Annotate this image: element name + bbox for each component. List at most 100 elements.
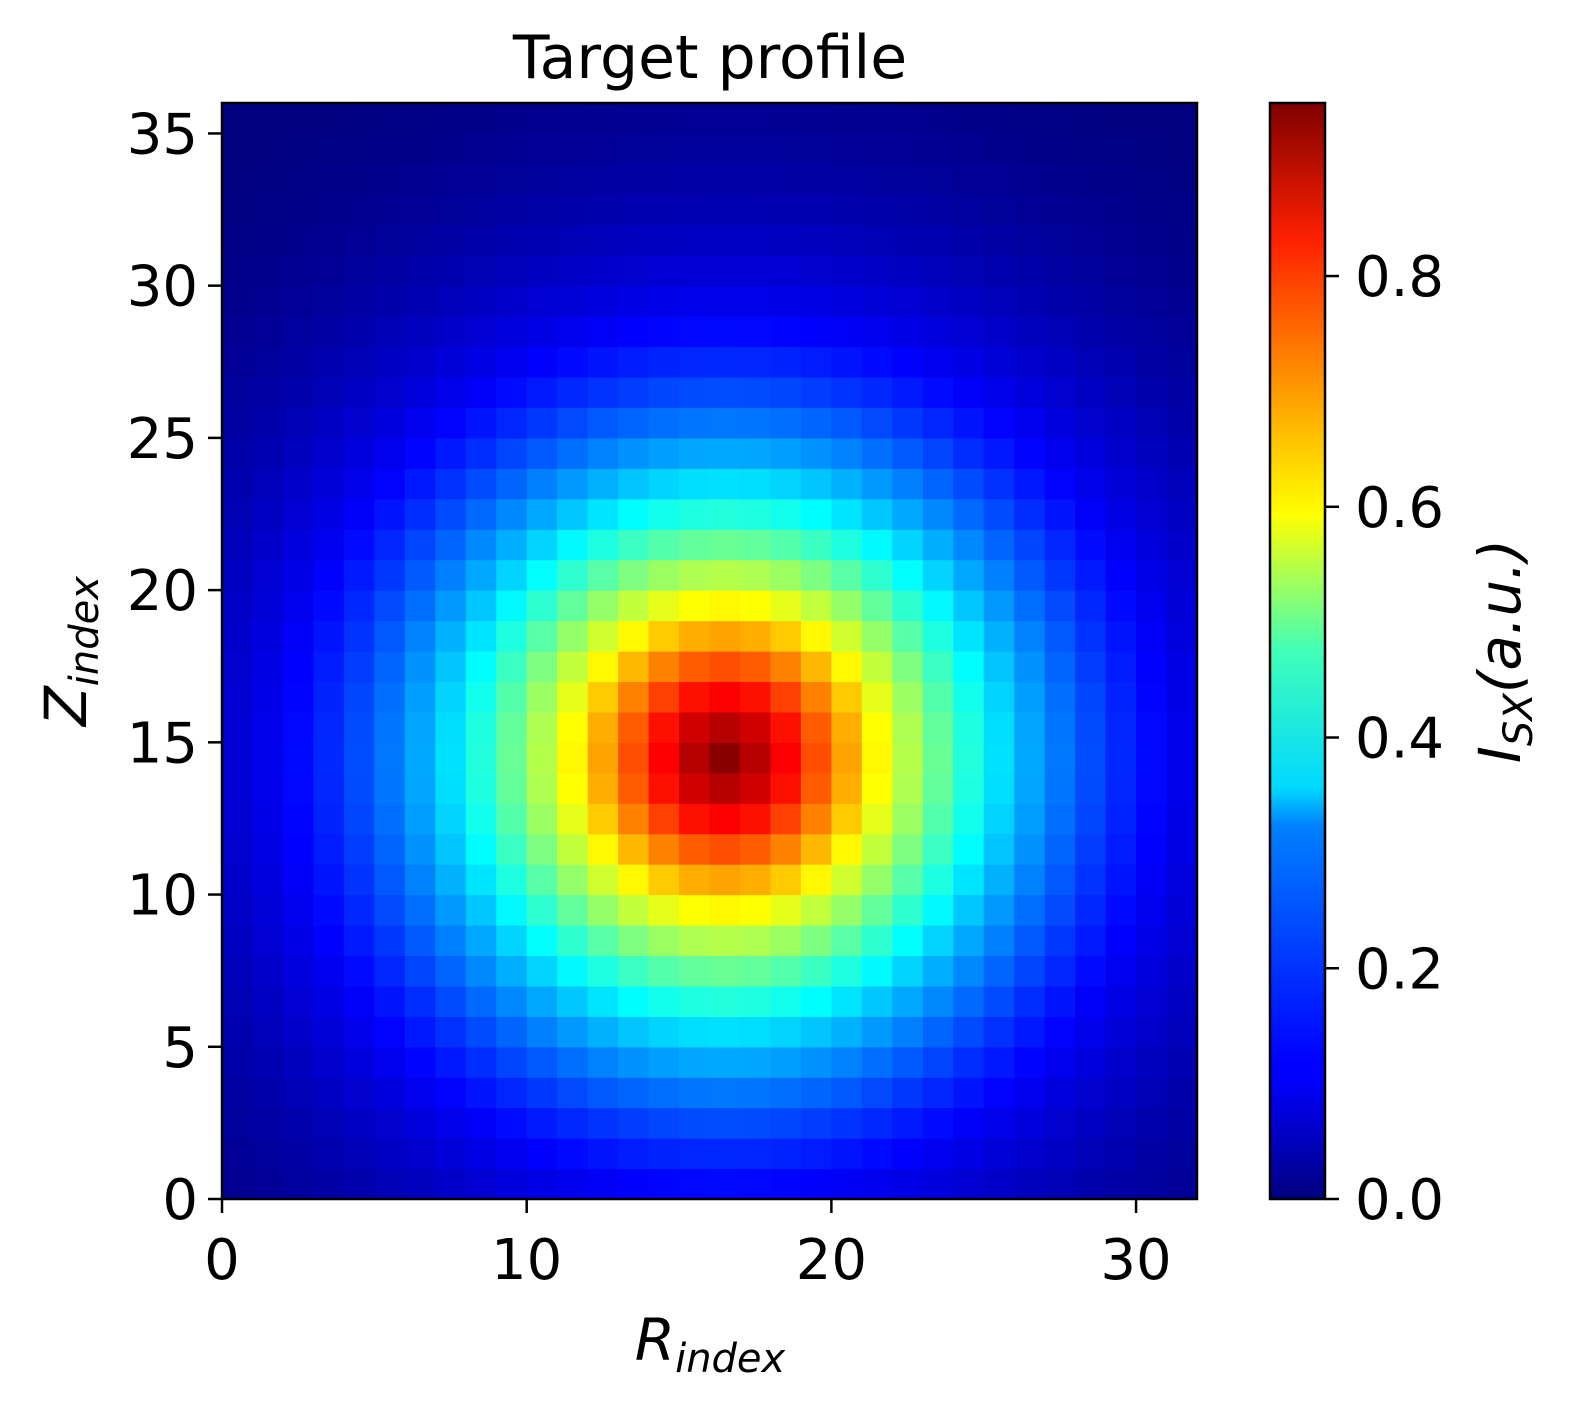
heatmap-cell bbox=[1075, 316, 1107, 348]
heatmap-cell bbox=[983, 833, 1015, 865]
heatmap-cell bbox=[282, 468, 315, 500]
heatmap-cell bbox=[739, 803, 772, 835]
heatmap-cell bbox=[222, 1016, 254, 1048]
heatmap-cell bbox=[1044, 255, 1076, 287]
heatmap-cell bbox=[983, 772, 1015, 804]
heatmap-cell bbox=[1166, 1107, 1198, 1139]
heatmap-cell bbox=[922, 559, 954, 591]
heatmap-cell bbox=[313, 559, 345, 591]
heatmap-cell bbox=[526, 1138, 558, 1170]
heatmap-cell bbox=[526, 864, 558, 896]
heatmap-cell bbox=[526, 437, 558, 469]
heatmap-cell bbox=[679, 772, 711, 804]
heatmap-cell bbox=[313, 346, 345, 378]
heatmap-cell bbox=[861, 1016, 893, 1048]
heatmap-cell bbox=[252, 1107, 284, 1139]
heatmap-cell bbox=[496, 103, 528, 135]
heatmap-cell bbox=[1014, 590, 1046, 622]
heatmap-cell bbox=[648, 255, 680, 287]
heatmap-cell bbox=[435, 711, 467, 743]
heatmap-cell bbox=[587, 651, 619, 683]
heatmap-cell bbox=[313, 194, 345, 226]
heatmap-cell bbox=[922, 407, 954, 439]
heatmap-cell bbox=[1075, 255, 1107, 287]
heatmap-cell bbox=[861, 1168, 893, 1200]
heatmap-cell bbox=[1166, 925, 1198, 957]
heatmap-cell bbox=[831, 468, 863, 500]
heatmap-cell bbox=[222, 742, 254, 774]
heatmap-cell bbox=[435, 316, 467, 348]
heatmap-cell bbox=[1075, 864, 1107, 896]
heatmap-cell bbox=[953, 377, 985, 409]
heatmap-cell bbox=[496, 742, 528, 774]
heatmap-cell bbox=[282, 559, 315, 591]
heatmap-cell bbox=[587, 437, 619, 469]
heatmap-cell bbox=[770, 1077, 802, 1109]
heatmap-cell bbox=[1075, 437, 1107, 469]
heatmap-cell bbox=[374, 681, 406, 713]
heatmap-cell bbox=[1166, 163, 1198, 195]
heatmap-cell bbox=[739, 864, 772, 896]
heatmap-cell bbox=[679, 529, 711, 561]
heatmap-cell bbox=[222, 1168, 254, 1200]
heatmap-cell bbox=[252, 224, 284, 256]
heatmap-cell bbox=[1075, 894, 1107, 926]
heatmap-cell bbox=[861, 590, 893, 622]
heatmap-cell bbox=[1166, 194, 1198, 226]
heatmap-cell bbox=[374, 529, 406, 561]
heatmap-cell bbox=[313, 711, 345, 743]
heatmap-cell bbox=[374, 1107, 406, 1139]
heatmap-cell bbox=[557, 1046, 589, 1078]
heatmap-cell bbox=[1105, 1138, 1137, 1170]
heatmap-cell bbox=[282, 1046, 315, 1078]
heatmap-cell bbox=[1136, 1107, 1168, 1139]
heatmap-cell bbox=[1136, 985, 1168, 1017]
heatmap-cell bbox=[1044, 681, 1076, 713]
heatmap-cell bbox=[709, 651, 741, 683]
heatmap-cell bbox=[983, 559, 1015, 591]
heatmap-cell bbox=[892, 529, 924, 561]
heatmap-cell bbox=[526, 498, 558, 530]
heatmap-cell bbox=[922, 103, 954, 135]
heatmap-cell bbox=[557, 316, 589, 348]
heatmap-cell bbox=[679, 1016, 711, 1048]
heatmap-cell bbox=[618, 864, 650, 896]
heatmap-cell bbox=[1166, 498, 1198, 530]
heatmap-cell bbox=[922, 1046, 954, 1078]
heatmap-cell bbox=[526, 194, 558, 226]
heatmap-cell bbox=[922, 468, 954, 500]
heatmap-cell bbox=[831, 651, 863, 683]
heatmap-cell bbox=[587, 377, 619, 409]
heatmap-cell bbox=[1166, 833, 1198, 865]
heatmap-cell bbox=[1136, 529, 1168, 561]
heatmap-cell bbox=[282, 285, 315, 317]
heatmap-cell bbox=[831, 1046, 863, 1078]
heatmap-cell bbox=[618, 407, 650, 439]
heatmap-cell bbox=[435, 1077, 467, 1109]
heatmap-cell bbox=[739, 681, 772, 713]
heatmap-cell bbox=[739, 316, 772, 348]
heatmap-cell bbox=[374, 985, 406, 1017]
heatmap-cell bbox=[679, 681, 711, 713]
heatmap-cell bbox=[435, 833, 467, 865]
heatmap-cell bbox=[374, 255, 406, 287]
heatmap-cell bbox=[770, 468, 802, 500]
heatmap-cell bbox=[1014, 651, 1046, 683]
heatmap-cell bbox=[282, 803, 315, 835]
heatmap-cell bbox=[1136, 742, 1168, 774]
heatmap-cell bbox=[587, 833, 619, 865]
heatmap-cell bbox=[709, 894, 741, 926]
heatmap-cell bbox=[953, 681, 985, 713]
heatmap-cell bbox=[922, 1077, 954, 1109]
heatmap-cell bbox=[1105, 103, 1137, 135]
heatmap-cell bbox=[587, 346, 619, 378]
heatmap-cell bbox=[1136, 437, 1168, 469]
heatmap-cell bbox=[953, 407, 985, 439]
heatmap-cell bbox=[739, 1046, 772, 1078]
heatmap-cell bbox=[1136, 1138, 1168, 1170]
heatmap-cell bbox=[374, 803, 406, 835]
heatmap-cell bbox=[1136, 559, 1168, 591]
y-tick-label: 0 bbox=[162, 1168, 198, 1233]
heatmap-cell bbox=[648, 133, 680, 165]
heatmap-cell bbox=[435, 1107, 467, 1139]
